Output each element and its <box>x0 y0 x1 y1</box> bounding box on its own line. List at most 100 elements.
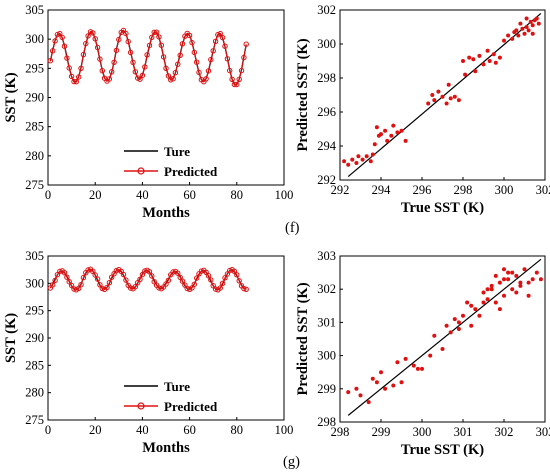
x-tick-label: 299 <box>372 425 391 439</box>
predicted-point <box>236 76 242 83</box>
predicted-point <box>234 81 240 88</box>
y-axis-label: SST (K) <box>3 72 19 122</box>
y-tick-label: 302 <box>317 3 336 17</box>
scatter-point <box>379 370 383 375</box>
scatter-point <box>399 380 404 385</box>
legend-predicted-marker <box>137 402 145 410</box>
scatter-point <box>526 280 531 285</box>
scatter-point <box>391 383 396 388</box>
x-tick-label: 40 <box>136 423 149 437</box>
predicted-point <box>191 281 198 287</box>
y-axis-label: Predicted SST (K) <box>295 282 311 395</box>
scatter-point <box>473 307 478 312</box>
predicted-point <box>149 34 155 40</box>
predicted-point <box>170 76 176 82</box>
scatter-point <box>481 62 486 67</box>
scatter-point <box>534 16 539 21</box>
predicted-point <box>59 34 65 41</box>
predicted-point <box>127 49 134 56</box>
scatter-point <box>510 36 515 41</box>
scatter-point <box>524 16 529 21</box>
predicted-point <box>165 277 172 283</box>
scatter-point <box>491 52 496 57</box>
scatter-point <box>444 323 449 328</box>
scatter-point <box>538 277 543 282</box>
predicted-point <box>151 279 157 285</box>
y-tick-label: 300 <box>25 276 44 290</box>
predicted-point <box>234 272 240 278</box>
scatter-point <box>399 128 404 133</box>
predicted-point <box>94 276 101 282</box>
y-tick-label: 280 <box>25 149 44 163</box>
plot-frame <box>339 9 546 181</box>
x-tick-label: 80 <box>231 423 244 437</box>
predicted-point <box>219 34 226 41</box>
scatter-point <box>502 277 506 282</box>
y-tick-label: 300 <box>317 349 336 363</box>
scatter-point <box>354 386 359 391</box>
predicted-point <box>85 33 91 39</box>
predicted-point <box>73 79 80 85</box>
y-tick-label: 285 <box>25 120 44 134</box>
scatter-point <box>493 60 498 65</box>
predicted-series-line <box>49 268 247 291</box>
predicted-point <box>68 73 75 80</box>
scatter-point <box>485 297 490 302</box>
predicted-point <box>106 280 113 286</box>
scatter-point <box>530 31 535 36</box>
x-tick-label: 302 <box>495 425 514 439</box>
predicted-point <box>175 270 181 276</box>
predicted-point <box>175 61 181 67</box>
y-axis-label: SST (K) <box>3 313 19 363</box>
predicted-point <box>208 277 214 283</box>
scatter-point <box>356 154 361 159</box>
scatter-point <box>452 94 457 99</box>
y-tick-label: 305 <box>25 249 44 263</box>
legend-true-label: Ture <box>164 379 190 394</box>
y-tick-label: 302 <box>317 282 336 296</box>
predicted-point <box>120 271 127 278</box>
x-tick-label: 303 <box>536 425 550 439</box>
scatter-point <box>497 280 502 285</box>
x-tick-label: 298 <box>331 425 350 439</box>
predicted-point <box>68 282 75 289</box>
legend-predicted-marker <box>137 167 145 175</box>
predicted-point <box>189 39 195 46</box>
predicted-point <box>139 271 146 278</box>
scatter-point <box>358 393 363 398</box>
scatter-point <box>524 25 529 29</box>
predicted-point <box>113 47 120 54</box>
scatter-point <box>395 130 400 135</box>
scatter-point <box>463 72 468 77</box>
x-tick-label: 100 <box>275 423 294 437</box>
scatter-point <box>510 287 515 292</box>
predicted-point <box>83 40 89 47</box>
predicted-point <box>90 268 96 274</box>
predicted-point <box>243 286 249 292</box>
predicted-point <box>71 78 77 85</box>
y-tick-label: 285 <box>25 358 44 372</box>
scatter-point <box>432 98 437 103</box>
scatter-point <box>481 290 486 295</box>
scatter-point <box>446 82 451 87</box>
y-tick-label: 305 <box>25 3 44 17</box>
predicted-point <box>123 30 129 37</box>
predicted-point <box>203 76 209 82</box>
predicted-point <box>80 51 87 58</box>
predicted-point <box>139 72 146 79</box>
predicted-point <box>61 43 68 49</box>
predicted-point <box>186 32 193 39</box>
scatter-point <box>411 363 416 368</box>
scatter-point <box>512 30 517 35</box>
scatter-point <box>440 347 445 351</box>
scatter-point <box>481 300 486 305</box>
scatter-point <box>428 353 433 358</box>
x-tick-label: 301 <box>454 425 473 439</box>
predicted-point <box>179 278 186 284</box>
predicted-point <box>217 30 224 37</box>
panel-label-f: (f) <box>285 220 300 236</box>
scatter-point <box>518 280 523 285</box>
predicted-point <box>163 65 169 72</box>
scatter-point <box>485 287 490 292</box>
scatter-point <box>420 366 424 371</box>
